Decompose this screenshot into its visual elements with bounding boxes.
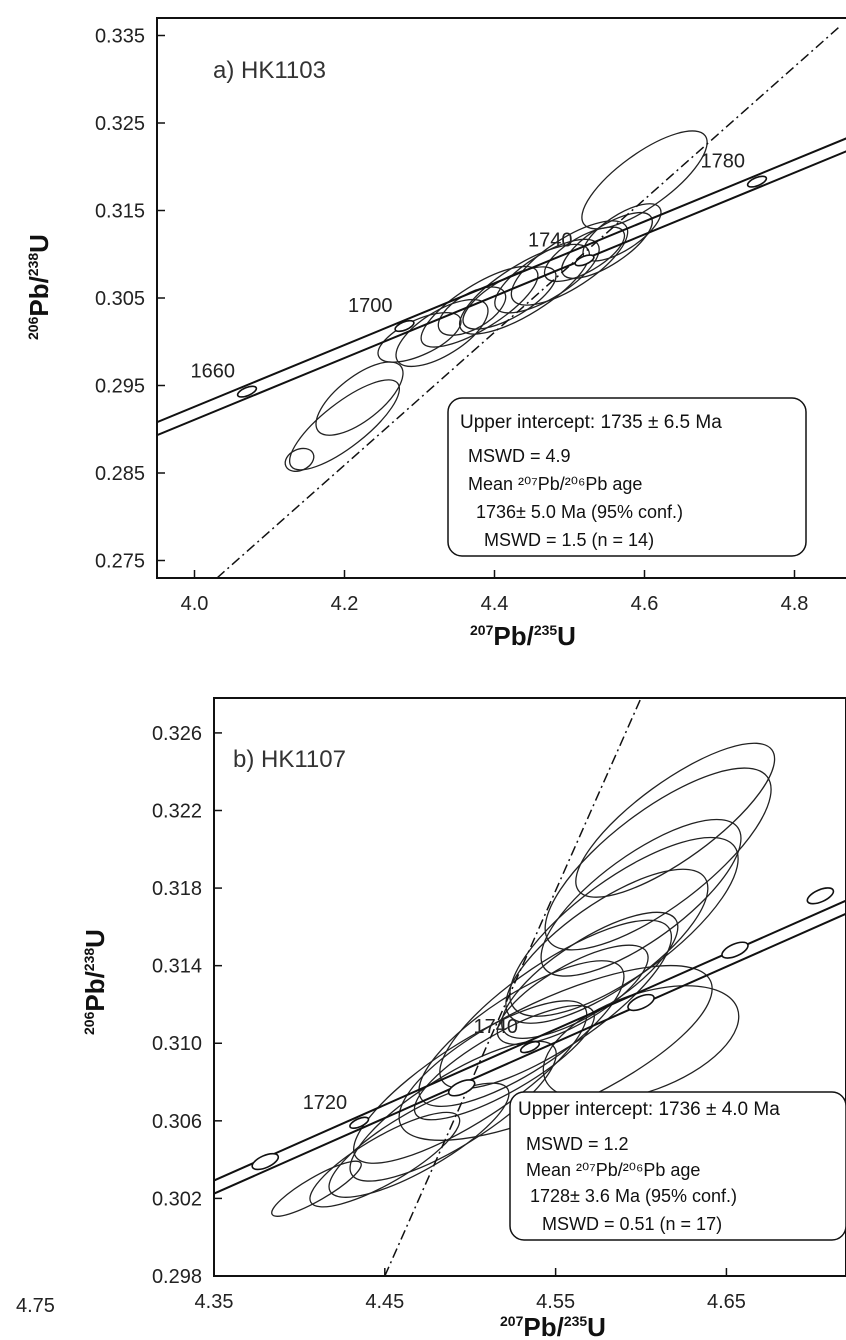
corner-label: 4.75 bbox=[16, 1295, 55, 1317]
a-error-ellipse bbox=[510, 220, 629, 306]
a-concordia-curve bbox=[157, 137, 846, 424]
panel-b-mean-age: 1728± 3.6 Ma (95% conf.) bbox=[530, 1186, 737, 1206]
b-y-tick-label: 0.326 bbox=[152, 723, 202, 745]
panel-a-result-box: Upper intercept: 1735 ± 6.5 Ma MSWD = 4.… bbox=[447, 397, 807, 557]
panel-b-label: b) HK1107 bbox=[233, 746, 346, 773]
b-age-label: 1740 bbox=[474, 1016, 519, 1038]
a-error-ellipse bbox=[420, 265, 539, 348]
a-age-label: 1740 bbox=[528, 229, 573, 251]
panel-a-mean-label: Mean ²⁰⁷Pb/²⁰⁶Pb age bbox=[468, 474, 642, 494]
panel-a-ticks: 4.0 4.2 4.4 4.6 4.8 0.275 0.285 0.295 0.305 0.315… bbox=[95, 26, 808, 616]
a-error-ellipse bbox=[395, 298, 489, 368]
b-error-ellipse bbox=[349, 1040, 557, 1182]
a-age-label: 1700 bbox=[348, 295, 393, 317]
b-age-marker bbox=[806, 887, 835, 905]
a-error-ellipse bbox=[284, 447, 315, 472]
b-x-tick-label: 4.55 bbox=[536, 1291, 575, 1313]
a-x-tick-label: 4.2 bbox=[331, 593, 359, 615]
a-error-ellipse bbox=[288, 379, 401, 471]
b-error-ellipse bbox=[575, 742, 776, 898]
a-y-tick-label: 0.315 bbox=[95, 201, 145, 223]
a-age-label: 1660 bbox=[191, 361, 236, 383]
panel-b-mean-label: Mean ²⁰⁷Pb/²⁰⁶Pb age bbox=[526, 1160, 700, 1180]
a-age-marker bbox=[236, 385, 258, 398]
a-error-ellipse bbox=[543, 226, 626, 283]
b-error-ellipse bbox=[540, 818, 742, 977]
b-age-marker bbox=[251, 1152, 280, 1171]
b-age-marker bbox=[447, 1079, 476, 1097]
a-y-tick-label: 0.305 bbox=[95, 288, 145, 310]
a-age-label: 1780 bbox=[701, 151, 746, 173]
panel-b-result-box-frame bbox=[509, 1091, 846, 1241]
b-discordia-line bbox=[384, 698, 642, 1276]
panel-a-upper-intercept: Upper intercept: 1735 ± 6.5 Ma bbox=[460, 412, 722, 433]
panel-b-concordia-ages: 1720 1740 bbox=[251, 887, 835, 1171]
a-x-tick-label: 4.4 bbox=[481, 593, 509, 615]
b-error-ellipse bbox=[509, 836, 739, 1017]
b-y-tick-label: 0.322 bbox=[152, 800, 202, 822]
b-y-tick-label: 0.306 bbox=[152, 1111, 202, 1133]
b-error-ellipse bbox=[418, 960, 625, 1107]
a-age-marker bbox=[574, 254, 595, 267]
b-y-tick-label: 0.314 bbox=[152, 956, 202, 978]
b-error-ellipse bbox=[271, 1160, 362, 1217]
a-y-tick-label: 0.285 bbox=[95, 463, 145, 485]
panel-a-mswd-2: MSWD = 1.5 (n = 14) bbox=[484, 530, 654, 550]
a-x-tick-label: 4.6 bbox=[631, 593, 659, 615]
a-error-ellipse bbox=[462, 266, 557, 330]
a-age-marker bbox=[394, 319, 415, 333]
panel-a-mswd-1: MSWD = 4.9 bbox=[468, 446, 571, 466]
a-error-ellipse bbox=[581, 130, 708, 230]
b-age-label: 1720 bbox=[303, 1092, 348, 1114]
b-error-ellipse bbox=[439, 919, 673, 1090]
a-y-tick-label: 0.335 bbox=[95, 26, 145, 48]
a-concordia-curve bbox=[157, 150, 846, 437]
panel-b-upper-intercept: Upper intercept: 1736 ± 4.0 Ma bbox=[518, 1099, 780, 1120]
b-concordia-curve bbox=[214, 912, 846, 1195]
a-age-marker bbox=[746, 175, 768, 188]
b-age-marker bbox=[349, 1116, 370, 1130]
a-x-tick-label: 4.8 bbox=[781, 593, 809, 615]
b-error-ellipse bbox=[544, 767, 772, 951]
b-age-marker bbox=[627, 993, 655, 1012]
panel-b: 4.35 4.45 4.55 4.65 0.298 0.302 0.306 0.310 0.31… bbox=[80, 697, 846, 1340]
b-y-tick-label: 0.310 bbox=[152, 1033, 202, 1055]
b-y-tick-label: 0.302 bbox=[152, 1188, 202, 1210]
b-age-marker bbox=[519, 1040, 541, 1054]
panel-b-ticks: 4.35 4.45 4.55 4.65 0.298 0.302 0.306 0.310 0.31… bbox=[152, 723, 746, 1313]
b-x-tick-label: 4.65 bbox=[707, 1291, 746, 1313]
panel-b-mswd-1: MSWD = 1.2 bbox=[526, 1134, 629, 1154]
panel-a: 4.0 4.2 4.4 4.6 4.8 0.275 0.285 0.295 0.305 0.315… bbox=[24, 17, 846, 651]
panel-a-label: a) HK1103 bbox=[213, 57, 326, 84]
b-x-tick-label: 4.45 bbox=[365, 1291, 404, 1313]
a-x-tick-label: 4.0 bbox=[181, 593, 209, 615]
b-error-ellipse bbox=[309, 1111, 461, 1208]
a-error-ellipse bbox=[315, 361, 404, 436]
b-error-ellipse bbox=[353, 1000, 588, 1164]
panel-a-mean-age: 1736± 5.0 Ma (95% conf.) bbox=[476, 502, 683, 522]
a-y-tick-label: 0.325 bbox=[95, 113, 145, 135]
b-x-tick-label: 4.35 bbox=[195, 1291, 234, 1313]
a-discordia-line bbox=[216, 26, 840, 578]
a-y-tick-label: 0.275 bbox=[95, 551, 145, 573]
panel-a-y-axis-label: 206Pb/238U bbox=[24, 234, 54, 340]
b-y-tick-label: 0.298 bbox=[152, 1266, 202, 1288]
panel-a-concordia-ages: 1660 1700 1740 1780 bbox=[191, 151, 768, 398]
panel-b-plot-frame bbox=[213, 697, 846, 1277]
panel-a-result-box-frame bbox=[447, 397, 807, 557]
b-error-ellipse bbox=[496, 944, 649, 1045]
panel-b-result-box: Upper intercept: 1736 ± 4.0 Ma MSWD = 1.… bbox=[509, 1091, 846, 1241]
panel-b-mswd-2: MSWD = 0.51 (n = 17) bbox=[542, 1214, 722, 1234]
b-age-marker bbox=[721, 941, 749, 959]
b-y-tick-label: 0.318 bbox=[152, 878, 202, 900]
panel-a-lines bbox=[157, 26, 846, 578]
a-y-tick-label: 0.295 bbox=[95, 376, 145, 398]
panel-b-y-axis-label: 206Pb/238U bbox=[80, 929, 110, 1035]
panel-b-x-axis-label: 207Pb/235U bbox=[500, 1312, 606, 1340]
panel-a-x-axis-label: 207Pb/235U bbox=[470, 621, 576, 651]
